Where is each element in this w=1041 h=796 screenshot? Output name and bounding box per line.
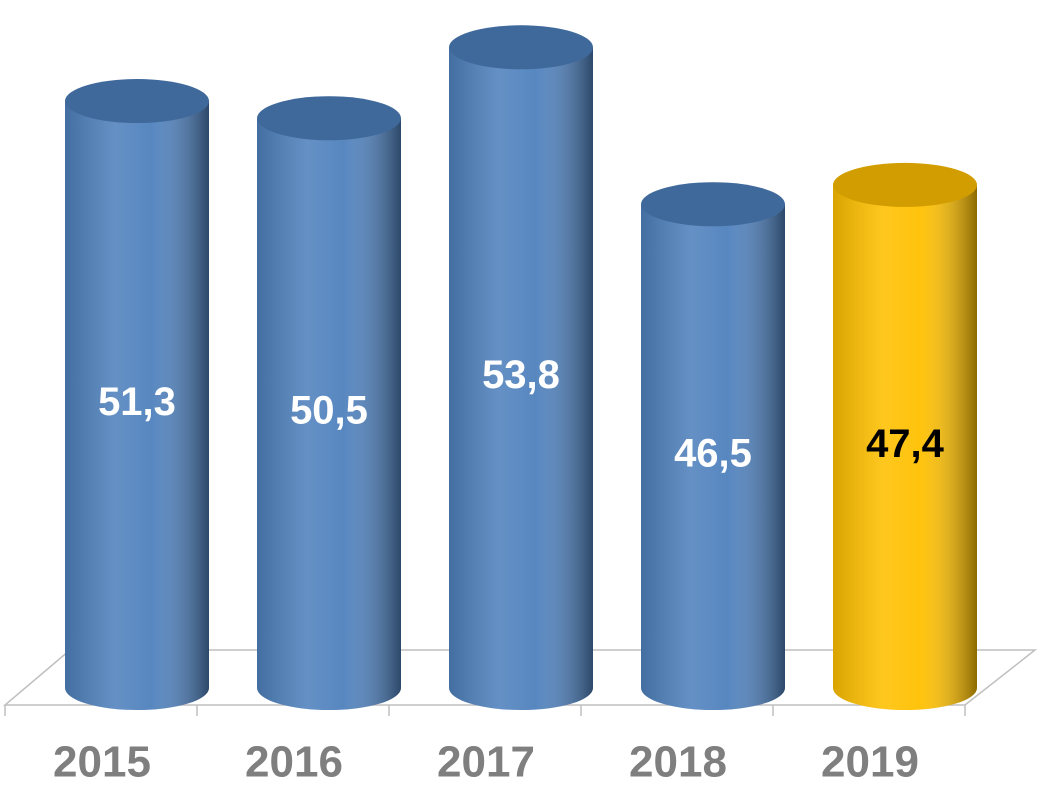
bar-top-shade xyxy=(65,79,209,124)
bar-top xyxy=(449,25,593,70)
bar-top-shade xyxy=(833,162,977,207)
bar-shade xyxy=(257,118,401,710)
x-tick-label: 2019 xyxy=(821,738,919,787)
value-label: 50,5 xyxy=(290,389,368,433)
bar-shade xyxy=(641,204,785,710)
bar-top xyxy=(65,79,209,124)
bar-top-shade xyxy=(641,182,785,227)
bar-top-shade xyxy=(257,96,401,141)
x-tick-label: 2018 xyxy=(629,738,727,787)
bar-top-shade xyxy=(449,25,593,70)
bar-top xyxy=(833,162,977,207)
x-tick-label: 2016 xyxy=(245,738,343,787)
bar-top xyxy=(641,182,785,227)
floor-ticks xyxy=(4,705,966,716)
bar-shade xyxy=(833,184,977,710)
value-label: 53,8 xyxy=(482,353,560,397)
value-label: 46,5 xyxy=(674,432,752,476)
x-tick-label: 2017 xyxy=(437,738,535,787)
value-label: 51,3 xyxy=(98,380,176,424)
bar-shade xyxy=(65,101,209,711)
bar-top xyxy=(257,96,401,141)
value-label: 47,4 xyxy=(866,422,945,466)
bar-shade xyxy=(449,47,593,711)
x-tick-label: 2015 xyxy=(53,738,151,787)
